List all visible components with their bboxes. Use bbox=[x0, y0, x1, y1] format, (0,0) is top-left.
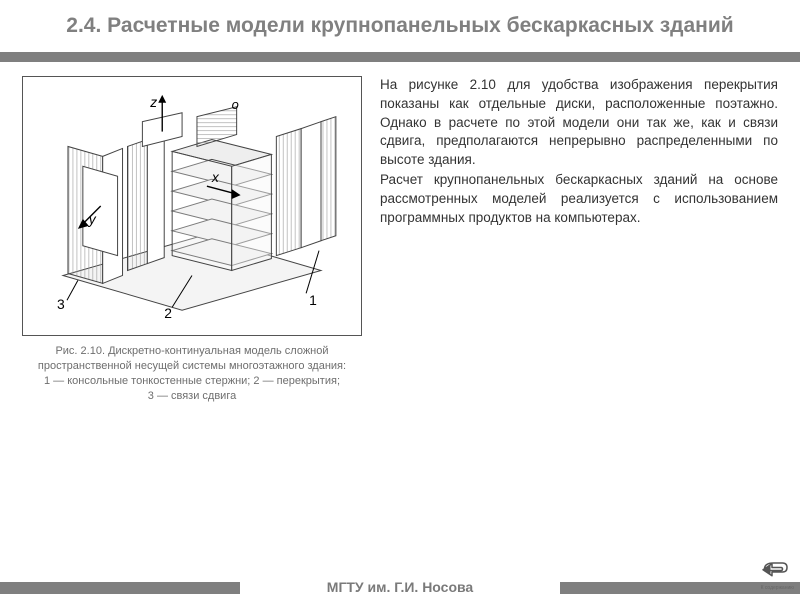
caption-line-3: 1 — консольные тонкостенные стержни; 2 —… bbox=[26, 374, 358, 389]
footer-org: МГТУ им. Г.И. Носова bbox=[0, 579, 800, 595]
title-divider-bar bbox=[0, 52, 800, 62]
page-title: 2.4. Расчетные модели крупнопанельных бе… bbox=[30, 12, 770, 40]
figure-2-10: z o y x 3 2 1 bbox=[22, 76, 362, 336]
axis-z-label: z bbox=[149, 94, 157, 110]
paragraph-1: На рисунке 2.10 для удобства изображения… bbox=[380, 76, 778, 169]
axis-origin-label: o bbox=[232, 97, 239, 112]
back-label: К содержанию bbox=[761, 585, 794, 591]
body-text: На рисунке 2.10 для удобства изображения… bbox=[380, 76, 778, 403]
callout-1: 1 bbox=[309, 293, 317, 309]
back-to-contents-button[interactable] bbox=[758, 558, 792, 580]
caption-line-4: 3 — связи сдвига bbox=[26, 389, 358, 404]
content-row: z o y x 3 2 1 Рис. 2.10. Ди bbox=[0, 62, 800, 403]
page-title-block: 2.4. Расчетные модели крупнопанельных бе… bbox=[0, 0, 800, 48]
caption-line-2: пространственной несущей системы многоэт… bbox=[26, 359, 358, 374]
axis-x-label: x bbox=[211, 170, 220, 186]
caption-line-1: Рис. 2.10. Дискретно-континуальная модел… bbox=[26, 344, 358, 359]
paragraph-2: Расчет крупнопанельных бескаркасных здан… bbox=[380, 171, 778, 227]
callout-2: 2 bbox=[164, 305, 172, 321]
axis-y-label: y bbox=[88, 211, 97, 227]
figure-column: z o y x 3 2 1 Рис. 2.10. Ди bbox=[22, 76, 362, 403]
callout-3: 3 bbox=[57, 297, 65, 313]
footer: МГТУ им. Г.И. Носова К содержанию bbox=[0, 572, 800, 600]
figure-caption: Рис. 2.10. Дискретно-континуальная модел… bbox=[22, 344, 362, 403]
